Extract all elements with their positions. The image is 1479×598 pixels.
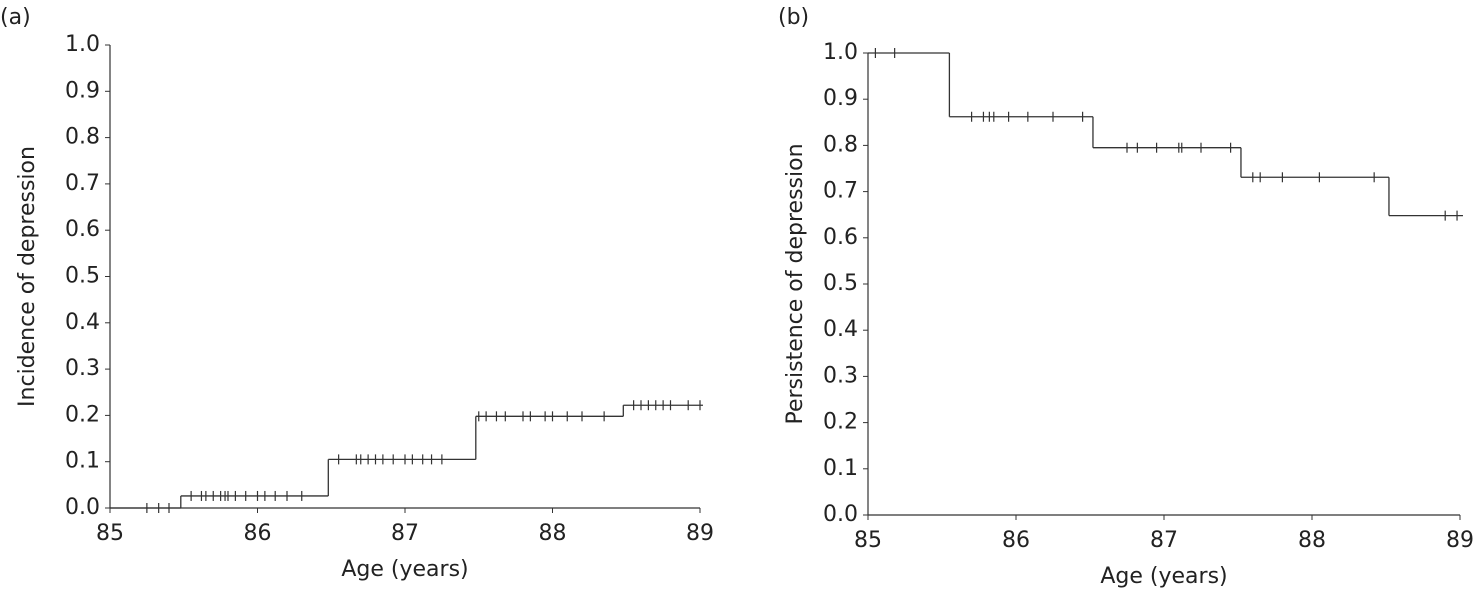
x-tick-label: 85	[854, 528, 882, 553]
y-tick-label: 0.7	[823, 179, 858, 204]
x-axis-title: Age (years)	[341, 557, 468, 582]
y-tick-label: 0.0	[823, 502, 858, 527]
y-tick-label: 0.4	[823, 317, 858, 342]
y-axis-title: Incidence of depression	[15, 146, 40, 407]
y-tick-label: 0.2	[65, 402, 100, 427]
y-tick-label: 0.6	[823, 225, 858, 250]
y-tick-label: 0.8	[65, 125, 100, 150]
x-tick-label: 89	[686, 521, 714, 546]
y-tick-label: 0.5	[65, 264, 100, 289]
y-tick-label: 1.0	[823, 40, 858, 65]
x-tick-label: 87	[391, 521, 419, 546]
y-tick-label: 0.8	[823, 132, 858, 157]
y-tick-label: 1.0	[65, 32, 100, 57]
x-tick-label: 89	[1446, 528, 1474, 553]
y-tick-label: 0.1	[65, 449, 100, 474]
x-tick-label: 86	[1002, 528, 1030, 553]
y-tick-label: 0.6	[65, 217, 100, 242]
y-tick-label: 0.1	[823, 456, 858, 481]
y-tick-label: 0.0	[65, 495, 100, 520]
x-axis-title: Age (years)	[1100, 564, 1227, 589]
y-tick-label: 0.5	[823, 271, 858, 296]
y-tick-label: 0.2	[823, 410, 858, 435]
y-tick-label: 0.4	[65, 310, 100, 335]
x-tick-label: 88	[1298, 528, 1326, 553]
x-tick-label: 88	[539, 521, 567, 546]
x-tick-label: 85	[96, 521, 124, 546]
panel-label: (b)	[778, 5, 809, 30]
x-tick-label: 87	[1150, 528, 1178, 553]
panel-label: (a)	[0, 5, 31, 30]
y-tick-label: 0.7	[65, 171, 100, 196]
x-tick-label: 86	[244, 521, 272, 546]
y-tick-label: 0.3	[65, 356, 100, 381]
y-tick-label: 0.3	[823, 363, 858, 388]
y-tick-label: 0.9	[823, 86, 858, 111]
y-tick-label: 0.9	[65, 78, 100, 103]
y-axis-title: Persistence of depression	[783, 143, 808, 424]
